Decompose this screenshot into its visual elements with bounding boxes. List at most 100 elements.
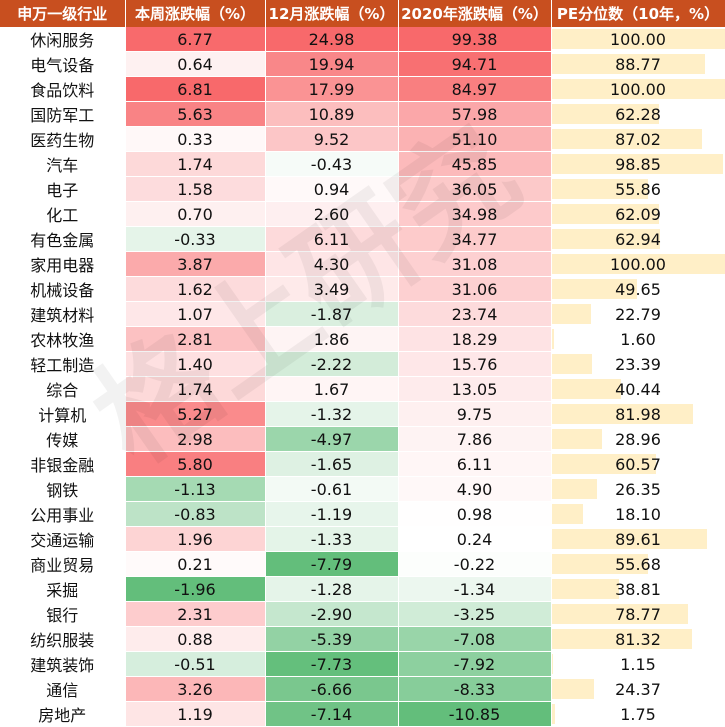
header-week-change: 本周涨跌幅（%） — [125, 0, 266, 27]
header-pe-percentile: PE分位数（10年，%） — [551, 0, 725, 27]
week-change-cell: 5.27 — [125, 401, 266, 427]
industry-name: 轻工制造 — [0, 351, 126, 377]
dec-change-cell: -4.97 — [265, 426, 399, 452]
industry-name: 商业贸易 — [0, 551, 126, 577]
week-change-cell: -1.13 — [125, 476, 266, 502]
pe-percentile-cell: 1.15 — [551, 651, 725, 677]
industry-name: 纺织服装 — [0, 626, 126, 652]
pe-percentile-bar — [551, 254, 725, 274]
year-change-cell: 9.75 — [398, 401, 552, 427]
table-row: 电子 1.58 0.94 36.05 55.86 — [0, 176, 725, 202]
table-row: 纺织服装 0.88 -5.39 -7.08 81.32 — [0, 626, 725, 652]
pe-percentile-value: 28.96 — [615, 429, 661, 449]
industry-name: 休闲服务 — [0, 27, 126, 52]
pe-percentile-value: 78.77 — [615, 604, 661, 624]
table-row: 电气设备 0.64 19.94 94.71 88.77 — [0, 51, 725, 77]
week-change-cell: -0.51 — [125, 651, 266, 677]
dec-change-cell: 1.67 — [265, 376, 399, 402]
pe-percentile-bar — [551, 154, 723, 174]
pe-percentile-cell: 22.79 — [551, 301, 725, 327]
pe-percentile-cell: 49.65 — [551, 276, 725, 302]
dec-change-cell: -1.19 — [265, 501, 399, 527]
dec-change-cell: 17.99 — [265, 76, 399, 102]
table-row: 非银金融 5.80 -1.65 6.11 60.57 — [0, 451, 725, 477]
dec-change-cell: -1.33 — [265, 526, 399, 552]
pe-percentile-bar — [551, 529, 707, 549]
table-row: 公用事业 -0.83 -1.19 0.98 18.10 — [0, 501, 725, 527]
dec-change-cell: -7.79 — [265, 551, 399, 577]
industry-name: 化工 — [0, 201, 126, 227]
week-change-cell: 0.33 — [125, 126, 266, 152]
year-change-cell: 23.74 — [398, 301, 552, 327]
industry-name: 综合 — [0, 376, 126, 402]
year-change-cell: 0.24 — [398, 526, 552, 552]
pe-percentile-bar — [551, 304, 591, 324]
pe-percentile-bar — [551, 404, 694, 424]
dec-change-cell: -7.14 — [265, 701, 399, 727]
header-row: 申万一级行业 本周涨跌幅（%） 12月涨跌幅（%） 2020年涨跌幅（%） PE… — [0, 0, 725, 27]
dec-change-cell: -5.39 — [265, 626, 399, 652]
pe-percentile-cell: 24.37 — [551, 676, 725, 702]
industry-name: 机械设备 — [0, 276, 126, 302]
pe-percentile-value: 24.37 — [615, 679, 661, 699]
pe-percentile-value: 1.15 — [620, 654, 656, 674]
pe-percentile-bar — [551, 179, 649, 199]
table-row: 采掘 -1.96 -1.28 -1.34 38.81 — [0, 576, 725, 602]
table-row: 商业贸易 0.21 -7.79 -0.22 55.68 — [0, 551, 725, 577]
year-change-cell: 7.86 — [398, 426, 552, 452]
week-change-cell: 5.80 — [125, 451, 266, 477]
industry-name: 传媒 — [0, 426, 126, 452]
pe-percentile-bar — [551, 454, 657, 474]
week-change-cell: 1.07 — [125, 301, 266, 327]
pe-percentile-value: 1.75 — [620, 704, 656, 724]
pe-percentile-value: 38.81 — [615, 579, 661, 599]
pe-percentile-cell: 100.00 — [551, 27, 725, 52]
pe-percentile-value: 55.68 — [615, 554, 661, 574]
industry-name: 农林牧渔 — [0, 326, 126, 352]
pe-percentile-bar — [551, 29, 725, 49]
table-row: 建筑材料 1.07 -1.87 23.74 22.79 — [0, 301, 725, 327]
table-row: 食品饮料 6.81 17.99 84.97 100.00 — [0, 76, 725, 102]
dec-change-cell: -0.43 — [265, 151, 399, 177]
pe-percentile-value: 89.61 — [615, 529, 661, 549]
table-row: 房地产 1.19 -7.14 -10.85 1.75 — [0, 701, 725, 727]
pe-percentile-value: 55.86 — [615, 179, 661, 199]
industry-name: 通信 — [0, 676, 126, 702]
week-change-cell: 1.74 — [125, 151, 266, 177]
pe-percentile-value: 60.57 — [615, 454, 661, 474]
pe-percentile-value: 100.00 — [610, 79, 666, 99]
industry-name: 计算机 — [0, 401, 126, 427]
week-change-cell: 2.31 — [125, 601, 266, 627]
table-row: 化工 0.70 2.60 34.98 62.09 — [0, 201, 725, 227]
dec-change-cell: 4.30 — [265, 251, 399, 277]
year-change-cell: 18.29 — [398, 326, 552, 352]
industry-name: 交通运输 — [0, 526, 126, 552]
industry-name: 采掘 — [0, 576, 126, 602]
table-row: 家用电器 3.87 4.30 31.08 100.00 — [0, 251, 725, 277]
week-change-cell: 0.70 — [125, 201, 266, 227]
pe-percentile-cell: 88.77 — [551, 51, 725, 77]
pe-percentile-cell: 28.96 — [551, 426, 725, 452]
table-row: 交通运输 1.96 -1.33 0.24 89.61 — [0, 526, 725, 552]
week-change-cell: 1.40 — [125, 351, 266, 377]
dec-change-cell: -1.65 — [265, 451, 399, 477]
pe-percentile-cell: 78.77 — [551, 601, 725, 627]
pe-percentile-bar — [551, 629, 693, 649]
pe-percentile-value: 26.35 — [615, 479, 661, 499]
year-change-cell: 94.71 — [398, 51, 552, 77]
pe-percentile-value: 100.00 — [610, 254, 666, 274]
pe-percentile-bar — [551, 604, 688, 624]
week-change-cell: 6.77 — [125, 27, 266, 52]
industry-name: 电气设备 — [0, 51, 126, 77]
dec-change-cell: -2.22 — [265, 351, 399, 377]
pe-percentile-bar — [551, 204, 659, 224]
pe-percentile-value: 40.44 — [615, 379, 661, 399]
pe-percentile-cell: 1.75 — [551, 701, 725, 727]
pe-percentile-cell: 1.60 — [551, 326, 725, 352]
table-row: 医药生物 0.33 9.52 51.10 87.02 — [0, 126, 725, 152]
pe-percentile-bar — [551, 429, 602, 449]
year-change-cell: -7.08 — [398, 626, 552, 652]
table-row: 计算机 5.27 -1.32 9.75 81.98 — [0, 401, 725, 427]
pe-percentile-bar — [551, 554, 648, 574]
header-industry: 申万一级行业 — [0, 0, 126, 27]
